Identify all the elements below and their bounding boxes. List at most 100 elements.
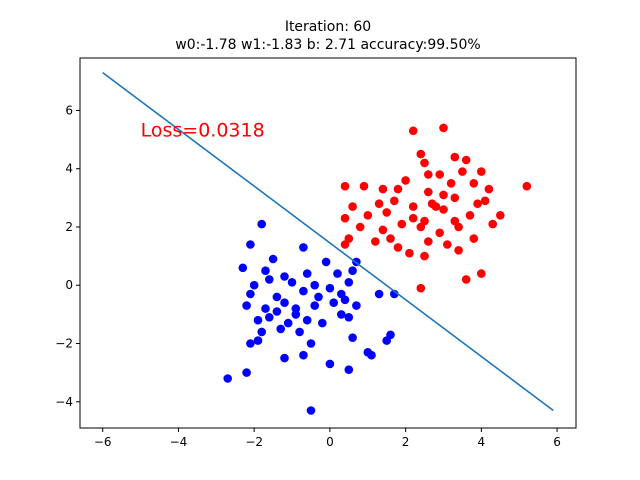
data-point	[374, 289, 384, 299]
data-point	[427, 199, 437, 208]
data-point	[314, 292, 323, 302]
y-tick-label: 0	[65, 278, 73, 292]
x-tick-label: 2	[402, 435, 410, 449]
data-point	[310, 301, 320, 310]
y-tick-label: 2	[65, 220, 73, 234]
data-point	[461, 155, 471, 165]
data-point	[283, 318, 293, 328]
data-point	[257, 219, 267, 229]
chart-title: Iteration: 60	[285, 19, 371, 35]
data-point	[424, 170, 433, 179]
data-point	[329, 298, 339, 308]
data-point	[480, 196, 490, 206]
data-point	[340, 181, 350, 191]
data-point	[253, 315, 263, 325]
data-point	[416, 222, 426, 232]
data-point	[439, 123, 448, 133]
series-1	[340, 123, 532, 293]
data-point	[386, 330, 395, 340]
data-point	[408, 202, 418, 211]
data-point	[522, 181, 532, 191]
data-point	[371, 237, 380, 246]
data-point	[280, 298, 289, 308]
data-point	[477, 269, 486, 278]
data-point	[405, 248, 414, 258]
data-point	[424, 237, 433, 246]
data-point	[461, 275, 471, 284]
data-point	[352, 301, 361, 310]
data-point	[496, 211, 505, 220]
data-point	[378, 225, 388, 235]
data-point	[242, 368, 251, 377]
data-point	[246, 289, 255, 299]
data-point	[416, 283, 426, 293]
data-point	[416, 149, 426, 159]
data-point	[306, 339, 316, 348]
data-point	[473, 199, 482, 208]
data-point	[265, 313, 274, 322]
data-point	[340, 295, 350, 305]
data-point	[450, 216, 460, 226]
data-point	[450, 193, 460, 203]
y-tick-label: 4	[65, 162, 73, 176]
data-point	[238, 263, 248, 273]
data-point	[450, 152, 460, 162]
data-point	[325, 283, 335, 293]
data-point	[382, 208, 392, 217]
data-point	[363, 211, 373, 220]
data-point	[420, 158, 429, 168]
x-tick-label: −4	[170, 435, 188, 449]
data-point	[265, 275, 274, 284]
data-point	[340, 240, 350, 249]
data-point	[465, 211, 475, 220]
data-point	[299, 286, 308, 296]
data-point	[348, 333, 357, 343]
data-point	[435, 228, 445, 238]
y-tick-label: 6	[65, 103, 73, 117]
data-point	[390, 196, 399, 206]
data-point	[280, 272, 289, 281]
data-point	[454, 246, 463, 255]
data-point	[344, 365, 354, 375]
data-point	[446, 179, 456, 188]
data-point	[333, 269, 342, 278]
x-tick-label: 6	[553, 435, 561, 449]
data-point	[310, 280, 320, 290]
plot-frame	[79, 57, 577, 429]
data-point	[424, 187, 433, 197]
y-tick-label: −4	[55, 395, 73, 409]
data-point	[302, 269, 312, 278]
data-point	[484, 184, 494, 194]
data-point	[344, 278, 354, 287]
data-point	[393, 184, 403, 194]
data-point	[439, 205, 448, 214]
x-tick-label: −6	[94, 435, 112, 449]
data-point	[242, 301, 251, 310]
data-point	[458, 167, 467, 176]
data-point	[249, 280, 259, 290]
data-point	[355, 222, 365, 232]
data-point	[268, 254, 278, 264]
data-point	[325, 359, 335, 369]
data-point	[257, 327, 267, 337]
data-point	[408, 213, 418, 223]
data-point	[348, 266, 357, 276]
data-point	[390, 289, 399, 299]
data-point	[223, 374, 232, 383]
data-point	[443, 240, 452, 249]
data-point	[318, 318, 327, 328]
data-point	[397, 219, 407, 229]
data-point	[469, 234, 479, 243]
loss-annotation: Loss=0.0318	[141, 120, 265, 142]
series-layer	[102, 71, 554, 415]
data-point	[408, 126, 418, 136]
data-point	[469, 179, 479, 188]
data-point	[420, 251, 429, 261]
data-point	[344, 313, 354, 322]
data-point	[261, 304, 270, 313]
data-point	[306, 406, 316, 415]
series-0	[223, 219, 399, 415]
data-point	[477, 167, 486, 176]
data-point	[321, 257, 331, 267]
